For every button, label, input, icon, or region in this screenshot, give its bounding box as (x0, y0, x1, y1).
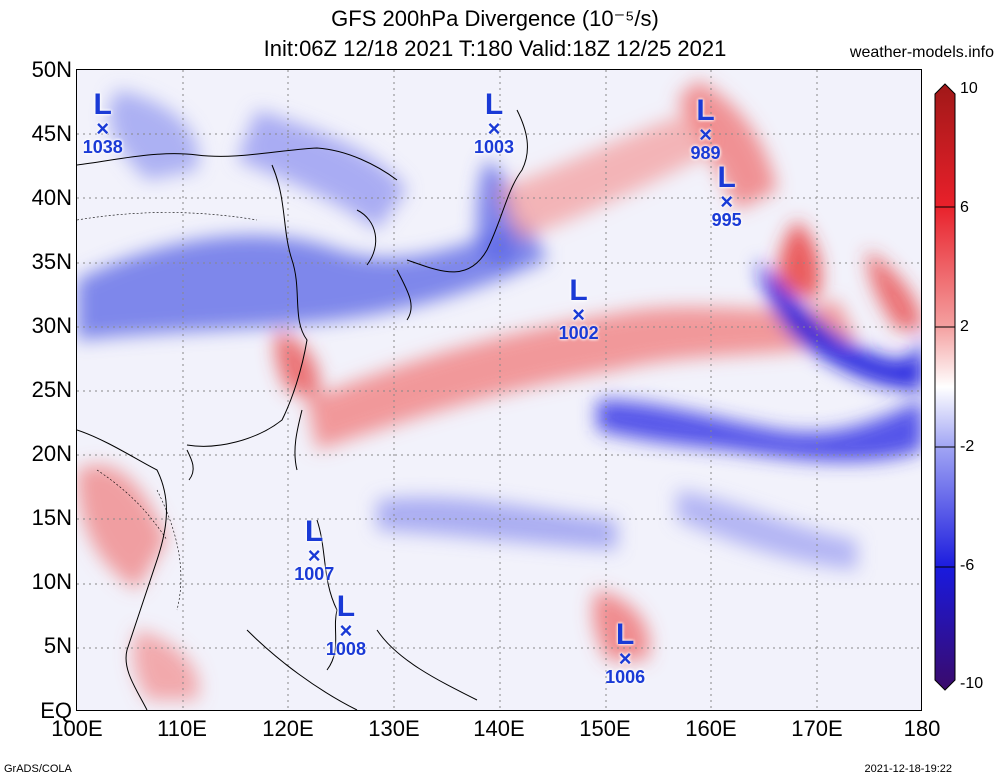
low-pressure-marker: L × 1008 (301, 589, 391, 659)
low-center-icon: × (96, 115, 110, 141)
lon-label-180: 180 (903, 716, 941, 741)
lon-label-110e: 110E (157, 716, 207, 741)
low-pressure-marker: L × 995 (682, 160, 772, 230)
lat-label-35n: 35N (31, 249, 72, 274)
low-pressure-marker: L × 1006 (580, 618, 670, 688)
divergence-shading (77, 80, 921, 700)
lat-label-15n: 15N (31, 505, 72, 530)
map-subtitle: Init:06Z 12/18 2021 T:180 Valid:18Z 12/2… (263, 36, 727, 61)
lat-label-5n: 5N (43, 633, 72, 658)
low-pressure-marker: L × 1007 (269, 515, 359, 585)
low-pressure-marker: L × 1038 (77, 87, 148, 157)
borders (77, 212, 258, 611)
lat-label-25n: 25N (31, 377, 72, 402)
low-symbol: L (696, 94, 715, 128)
low-pressure-marker: L × 989 (661, 94, 751, 164)
lon-label-150e: 150E (579, 716, 631, 741)
low-symbol: L (615, 618, 635, 652)
lat-label-20n: 20N (31, 441, 72, 466)
lon-label-120e: 120E (262, 716, 314, 741)
low-center-icon: × (618, 646, 632, 672)
lon-label-170e: 170E (791, 716, 843, 741)
divergence-field (77, 70, 921, 710)
low-pressure-value: 1007 (294, 564, 335, 585)
lat-label-50n: 50N (31, 57, 72, 82)
low-symbol: L (484, 87, 504, 121)
site-credit[interactable]: weather-models.info (849, 44, 994, 61)
low-symbol: L (569, 273, 588, 307)
colorbar-label-neg10: -10 (960, 675, 984, 692)
low-pressure-value: 1008 (325, 638, 366, 659)
low-center-icon: × (572, 301, 586, 327)
lon-label-130e: 130E (368, 716, 420, 741)
footer-timestamp: 2021-12-18-19:22 (864, 763, 952, 775)
footer-credit: GrADS/COLA (4, 763, 72, 775)
low-symbol: L (93, 87, 112, 121)
lat-label-45n: 45N (31, 121, 72, 146)
low-center-icon: × (699, 122, 712, 148)
colorbar-label-neg6: -6 (960, 557, 975, 574)
lon-label-140e: 140E (473, 716, 525, 741)
colorbar-label-neg2: -2 (960, 438, 975, 455)
low-pressure-value: 989 (690, 143, 721, 164)
low-pressure-value: 1038 (82, 136, 123, 157)
low-center-icon: × (339, 617, 353, 643)
low-symbol: L (336, 589, 356, 623)
colorbar (934, 83, 956, 691)
coastlines (77, 109, 528, 710)
lat-label-30n: 30N (31, 313, 72, 338)
low-pressure-value: 1006 (605, 667, 646, 688)
colorbar-label-10: 10 (960, 80, 978, 97)
low-pressure-value: 995 (711, 209, 742, 230)
low-pressure-marker: L × 1002 (534, 273, 624, 343)
low-center-icon: × (307, 543, 321, 569)
lat-label-eq: EQ (40, 698, 72, 723)
divergence-map: L × 1038 L × 1003 L × 989 L × 995 L × 1002 L × 1007 L × 1008… (76, 69, 922, 711)
map-title: GFS 200hPa Divergence (10⁻⁵/s) (331, 6, 659, 31)
lon-label-160e: 160E (685, 716, 737, 741)
low-pressure-value: 1002 (558, 322, 599, 343)
low-center-icon: × (720, 188, 734, 214)
lat-label-40n: 40N (31, 185, 72, 210)
low-center-icon: × (487, 115, 501, 141)
colorbar-label-2: 2 (960, 318, 969, 335)
graticule (77, 70, 921, 710)
lat-label-10n: 10N (31, 569, 72, 594)
lon-label-100e: 100E (51, 716, 103, 741)
low-pressure-marker: L × 1003 (449, 87, 539, 157)
low-pressure-value: 1003 (473, 136, 515, 157)
low-symbol: L (717, 160, 736, 194)
colorbar-label-6: 6 (960, 199, 969, 216)
low-symbol: L (305, 515, 324, 549)
